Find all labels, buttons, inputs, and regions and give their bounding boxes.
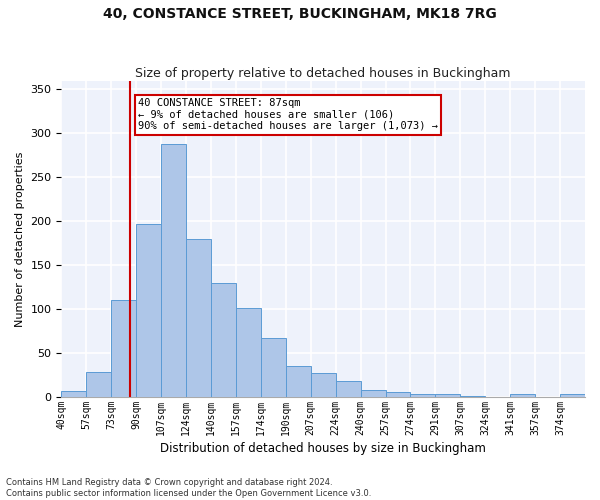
- Bar: [261, 338, 286, 397]
- X-axis label: Distribution of detached houses by size in Buckingham: Distribution of detached houses by size …: [160, 442, 486, 455]
- Bar: [335, 381, 361, 397]
- Bar: [286, 366, 311, 397]
- Text: 40, CONSTANCE STREET, BUCKINGHAM, MK18 7RG: 40, CONSTANCE STREET, BUCKINGHAM, MK18 7…: [103, 8, 497, 22]
- Bar: [386, 392, 410, 397]
- Y-axis label: Number of detached properties: Number of detached properties: [15, 151, 25, 326]
- Bar: [211, 283, 236, 397]
- Text: 40 CONSTANCE STREET: 87sqm
← 9% of detached houses are smaller (106)
90% of semi: 40 CONSTANCE STREET: 87sqm ← 9% of detac…: [137, 98, 437, 132]
- Bar: [410, 394, 436, 397]
- Bar: [311, 374, 335, 397]
- Bar: [560, 394, 585, 397]
- Bar: [510, 394, 535, 397]
- Title: Size of property relative to detached houses in Buckingham: Size of property relative to detached ho…: [136, 66, 511, 80]
- Bar: [136, 224, 161, 397]
- Bar: [186, 239, 211, 397]
- Bar: [436, 394, 460, 397]
- Bar: [236, 308, 261, 397]
- Bar: [161, 144, 186, 397]
- Bar: [361, 390, 386, 397]
- Bar: [86, 372, 111, 397]
- Bar: [111, 300, 136, 397]
- Bar: [460, 396, 485, 397]
- Text: Contains HM Land Registry data © Crown copyright and database right 2024.
Contai: Contains HM Land Registry data © Crown c…: [6, 478, 371, 498]
- Bar: [61, 391, 86, 397]
